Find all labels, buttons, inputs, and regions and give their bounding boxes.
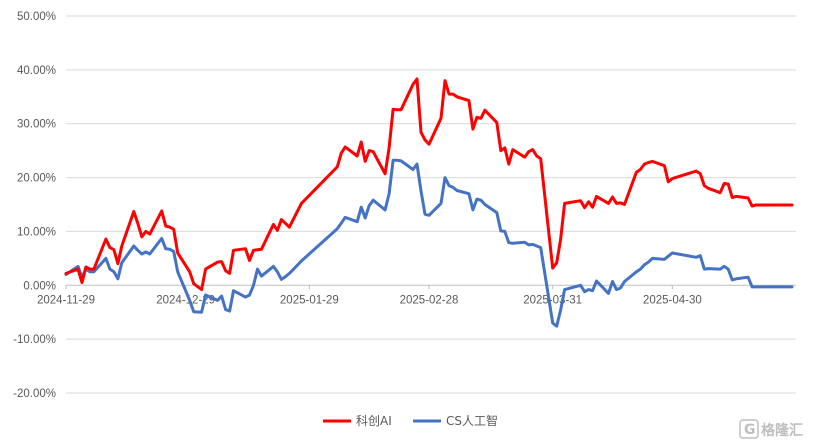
x-tick-label: 2025-04-30	[643, 294, 702, 306]
y-axis-ticks: 50.00% 40.00% 30.00% 20.00% 10.00% 0.00% -10.0…	[13, 11, 56, 400]
y-tick-label: -10.00%	[13, 334, 56, 346]
watermark: G 格隆汇	[739, 419, 803, 439]
series-line-cs-ai	[64, 158, 794, 328]
y-tick-label: 40.00%	[17, 65, 56, 77]
y-tick-label: 10.00%	[17, 226, 56, 238]
y-tick-label: 30.00%	[17, 119, 56, 131]
series-line-kechuang-ai	[64, 77, 794, 292]
x-tick-label: 2024-12-29	[156, 294, 215, 306]
y-tick-label: 0.00%	[23, 280, 56, 292]
legend-label: CS人工智	[446, 413, 498, 428]
x-tick-label: 2025-01-29	[280, 294, 339, 306]
watermark-text: 格隆汇	[761, 422, 803, 439]
y-tick-label: -20.00%	[13, 388, 56, 400]
gridlines	[66, 15, 796, 394]
x-axis-ticks: 2024-11-29 2024-12-29 2025-01-29 2025-02-28…	[37, 285, 702, 306]
watermark-icon-glyph: G	[744, 422, 756, 438]
x-tick-label: 2025-03-31	[523, 294, 582, 306]
x-tick-label: 2025-02-28	[400, 294, 459, 306]
legend-label: 科创AI	[356, 414, 392, 428]
x-tick-label: 2024-11-29	[37, 294, 95, 306]
y-tick-label: 20.00%	[17, 173, 56, 185]
series-lines	[64, 77, 794, 328]
y-tick-label: 50.00%	[17, 11, 56, 23]
watermark-icon	[739, 419, 759, 439]
legend: 科创AI CS人工智	[323, 413, 498, 428]
